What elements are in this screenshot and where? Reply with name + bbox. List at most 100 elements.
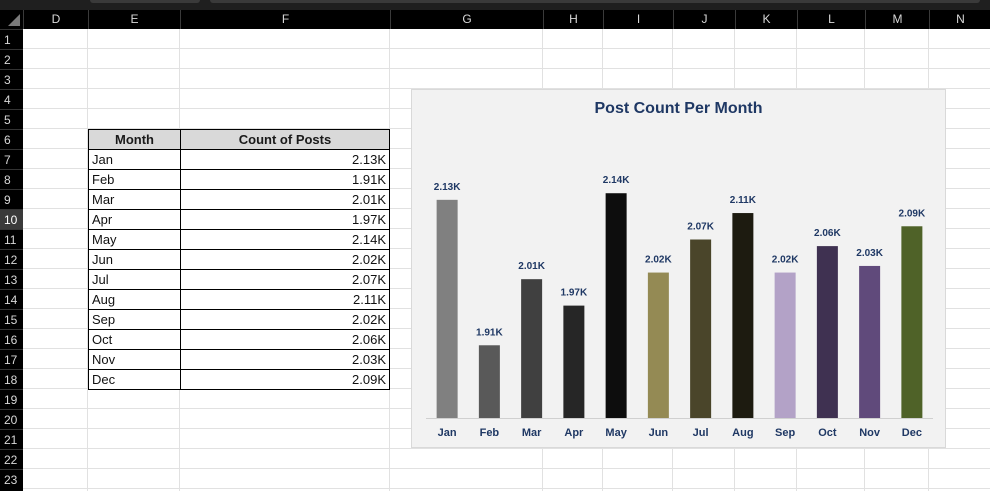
- select-all-button[interactable]: [0, 10, 23, 29]
- month-header[interactable]: Month: [88, 129, 181, 150]
- data-label-jun: 2.02K: [645, 255, 672, 266]
- bar-jan[interactable]: [436, 199, 458, 418]
- table-row: Aug 2.11K: [88, 289, 390, 310]
- count-cell[interactable]: 2.07K: [180, 269, 390, 290]
- row-header-12[interactable]: 12: [0, 249, 23, 269]
- column-header-i[interactable]: I: [603, 10, 673, 29]
- month-cell[interactable]: Nov: [88, 349, 181, 370]
- row-header-21[interactable]: 21: [0, 429, 23, 449]
- bar-jul[interactable]: [690, 239, 712, 419]
- row-header-4[interactable]: 4: [0, 89, 23, 109]
- x-tick-dec: Dec: [902, 427, 922, 439]
- count-cell[interactable]: 2.02K: [180, 249, 390, 270]
- row-header-9[interactable]: 9: [0, 189, 23, 209]
- month-cell[interactable]: Jan: [88, 149, 181, 170]
- grid-line-vertical: [87, 29, 88, 491]
- count-cell[interactable]: 2.06K: [180, 329, 390, 350]
- x-tick-nov: Nov: [859, 427, 881, 439]
- data-label-aug: 2.11K: [730, 195, 757, 206]
- column-header-h[interactable]: H: [543, 10, 603, 29]
- grid-line-horizontal: [23, 448, 990, 449]
- data-label-mar: 2.01K: [518, 261, 545, 272]
- bar-apr[interactable]: [563, 305, 585, 418]
- column-header-m[interactable]: M: [865, 10, 929, 29]
- bar-aug[interactable]: [732, 213, 754, 418]
- data-label-jul: 2.07K: [687, 222, 714, 233]
- x-tick-jul: Jul: [693, 427, 709, 439]
- count-cell[interactable]: 2.01K: [180, 189, 390, 210]
- column-header-j[interactable]: J: [673, 10, 735, 29]
- bar-dec[interactable]: [901, 226, 923, 418]
- month-cell[interactable]: Jul: [88, 269, 181, 290]
- row-header-7[interactable]: 7: [0, 149, 23, 169]
- row-header-16[interactable]: 16: [0, 329, 23, 349]
- column-header-d[interactable]: D: [23, 10, 88, 29]
- chart-title: Post Count Per Month: [594, 100, 763, 117]
- count-cell[interactable]: 2.09K: [180, 369, 390, 390]
- row-header-14[interactable]: 14: [0, 289, 23, 309]
- table-row: Feb 1.91K: [88, 169, 390, 190]
- row-header-15[interactable]: 15: [0, 309, 23, 329]
- count-header[interactable]: Count of Posts: [180, 129, 390, 150]
- row-header-2[interactable]: 2: [0, 49, 23, 69]
- row-header-8[interactable]: 8: [0, 169, 23, 189]
- bar-may[interactable]: [605, 193, 627, 418]
- month-cell[interactable]: Mar: [88, 189, 181, 210]
- row-header-20[interactable]: 20: [0, 409, 23, 429]
- table-row: Oct 2.06K: [88, 329, 390, 350]
- bar-jun[interactable]: [647, 272, 669, 418]
- row-header-5[interactable]: 5: [0, 109, 23, 129]
- column-header-l[interactable]: L: [797, 10, 865, 29]
- post-count-chart[interactable]: Post Count Per Month 2.13K Jan 1.91K Feb 2.0…: [411, 89, 946, 448]
- row-header-22[interactable]: 22: [0, 449, 23, 469]
- row-header-6[interactable]: 6: [0, 129, 23, 149]
- bar-nov[interactable]: [859, 265, 881, 418]
- count-cell[interactable]: 1.91K: [180, 169, 390, 190]
- bar-oct[interactable]: [816, 246, 838, 418]
- row-header-3[interactable]: 3: [0, 69, 23, 89]
- count-cell[interactable]: 2.11K: [180, 289, 390, 310]
- month-cell[interactable]: Jun: [88, 249, 181, 270]
- count-cell[interactable]: 2.03K: [180, 349, 390, 370]
- count-cell[interactable]: 2.14K: [180, 229, 390, 250]
- month-cell[interactable]: May: [88, 229, 181, 250]
- row-header-10[interactable]: 10: [0, 209, 23, 229]
- x-tick-mar: Mar: [522, 427, 542, 439]
- row-header-13[interactable]: 13: [0, 269, 23, 289]
- month-cell[interactable]: Aug: [88, 289, 181, 310]
- count-cell[interactable]: 1.97K: [180, 209, 390, 230]
- data-label-sep: 2.02K: [772, 255, 799, 266]
- grid-line-horizontal: [23, 68, 990, 69]
- row-header-23[interactable]: 23: [0, 469, 23, 489]
- data-label-apr: 1.97K: [561, 288, 588, 299]
- column-header-e[interactable]: E: [88, 10, 180, 29]
- row-header-17[interactable]: 17: [0, 349, 23, 369]
- month-cell[interactable]: Sep: [88, 309, 181, 330]
- row-header-18[interactable]: 18: [0, 369, 23, 389]
- count-cell[interactable]: 2.13K: [180, 149, 390, 170]
- tab-hint: [210, 0, 980, 3]
- row-header-1[interactable]: 1: [0, 29, 23, 49]
- month-cell[interactable]: Apr: [88, 209, 181, 230]
- column-header-f[interactable]: F: [180, 10, 390, 29]
- grid-line-horizontal: [23, 48, 990, 49]
- x-tick-jun: Jun: [649, 427, 669, 439]
- data-label-jan: 2.13K: [434, 182, 461, 193]
- bar-sep[interactable]: [774, 272, 796, 418]
- data-label-nov: 2.03K: [856, 248, 883, 259]
- column-header-k[interactable]: K: [735, 10, 797, 29]
- column-header-n[interactable]: N: [929, 10, 990, 29]
- column-header-g[interactable]: G: [390, 10, 543, 29]
- month-cell[interactable]: Oct: [88, 329, 181, 350]
- month-cell[interactable]: Dec: [88, 369, 181, 390]
- row-header-19[interactable]: 19: [0, 389, 23, 409]
- table-row: Nov 2.03K: [88, 349, 390, 370]
- row-header-11[interactable]: 11: [0, 229, 23, 249]
- month-cell[interactable]: Feb: [88, 169, 181, 190]
- count-cell[interactable]: 2.02K: [180, 309, 390, 330]
- bar-mar[interactable]: [521, 279, 543, 418]
- table-row: Apr 1.97K: [88, 209, 390, 230]
- bar-feb[interactable]: [478, 345, 500, 418]
- tab-hint: [90, 0, 200, 3]
